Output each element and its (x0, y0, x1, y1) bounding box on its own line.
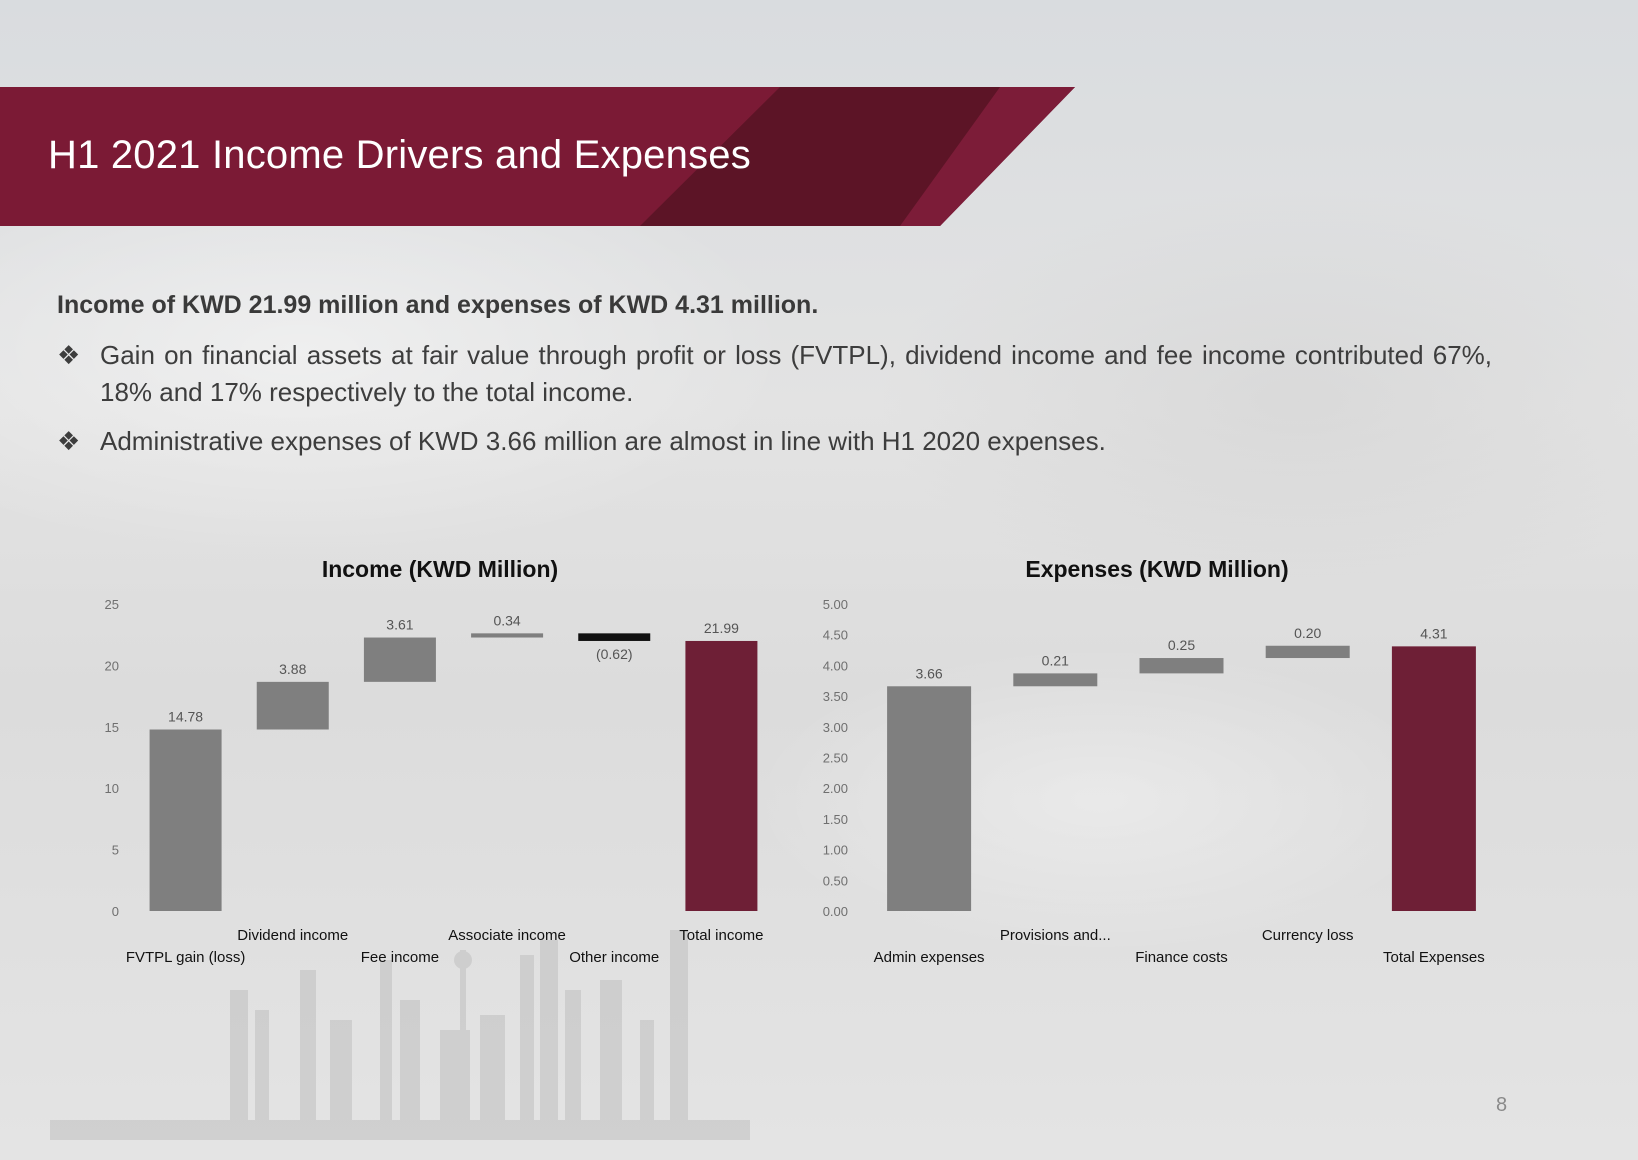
x-category-label: Other income (569, 949, 659, 966)
y-tick-label: 5.00 (823, 597, 848, 612)
bullet-text: Administrative expenses of KWD 3.66 mill… (100, 426, 1106, 456)
increment-bar (256, 681, 329, 730)
data-label: 4.31 (1420, 625, 1447, 641)
data-label: 3.88 (279, 661, 306, 677)
increment-bar (1013, 673, 1098, 687)
data-label: 0.21 (1042, 652, 1069, 668)
bullet-text: Gain on financial assets at fair value t… (100, 340, 1492, 407)
x-category-label: Provisions and... (1000, 927, 1111, 944)
increment-bar (471, 633, 544, 638)
x-category-label: Total Expenses (1383, 949, 1485, 966)
data-label: (0.62) (596, 646, 633, 662)
y-tick-label: 25 (105, 597, 119, 612)
increment-bar (149, 729, 222, 911)
city-skyline-image (50, 930, 750, 1140)
total-bar (685, 640, 758, 911)
increment-bar (363, 637, 436, 682)
y-tick-label: 10 (105, 781, 119, 796)
x-category-label: Currency loss (1262, 927, 1354, 944)
y-tick-label: 2.50 (823, 751, 848, 766)
y-tick-label: 5 (112, 843, 119, 858)
data-label: 0.20 (1294, 625, 1321, 641)
y-tick-label: 15 (105, 720, 119, 735)
slide-title: H1 2021 Income Drivers and Expenses (48, 133, 751, 177)
y-tick-label: 3.00 (823, 720, 848, 735)
bullet-diamond-icon: ❖ (57, 340, 81, 370)
data-label: 14.78 (168, 709, 203, 725)
title-banner (0, 87, 1075, 226)
y-tick-label: 2.00 (823, 781, 848, 796)
y-tick-label: 0.00 (823, 904, 848, 919)
bullet-item: ❖ Gain on financial assets at fair value… (57, 337, 1507, 417)
data-label: 0.34 (493, 612, 520, 628)
y-tick-label: 1.00 (823, 843, 848, 858)
bullet-diamond-icon: ❖ (57, 426, 81, 456)
x-category-label: Fee income (361, 949, 439, 966)
y-tick-label: 0.50 (823, 873, 848, 888)
y-tick-label: 3.50 (823, 689, 848, 704)
increment-bar (1139, 658, 1224, 674)
total-bar (1391, 646, 1476, 911)
data-label: 3.66 (915, 665, 942, 681)
data-label: 21.99 (704, 620, 739, 636)
y-tick-label: 20 (105, 658, 119, 673)
y-tick-label: 4.00 (823, 658, 848, 673)
increment-bar (1265, 645, 1350, 659)
data-label: 3.61 (386, 617, 413, 633)
headline-text: Income of KWD 21.99 million and expenses… (57, 291, 819, 319)
x-category-label: Total income (679, 927, 763, 944)
x-category-label: Finance costs (1135, 949, 1228, 966)
x-category-label: FVTPL gain (loss) (126, 949, 245, 966)
x-category-label: Associate income (448, 927, 566, 944)
page-number: 8 (1496, 1094, 1508, 1116)
y-tick-label: 1.50 (823, 812, 848, 827)
negative-bar (578, 633, 651, 641)
increment-bar (887, 686, 972, 911)
income-chart-title: Income (KWD Million) (321, 556, 559, 582)
y-tick-label: 0 (112, 904, 119, 919)
y-tick-label: 4.50 (823, 628, 848, 643)
data-label: 0.25 (1168, 637, 1195, 653)
x-category-label: Admin expenses (874, 949, 985, 966)
x-category-label: Dividend income (237, 927, 348, 944)
bullet-item: ❖ Administrative expenses of KWD 3.66 mi… (57, 423, 1507, 463)
expenses-chart-title: Expenses (KWD Million) (1025, 556, 1289, 582)
